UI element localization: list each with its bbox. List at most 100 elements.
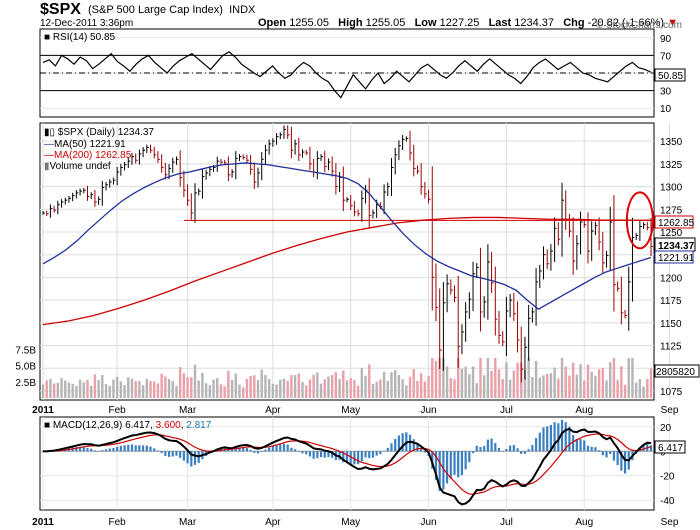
macd-histogram-bar [186, 451, 189, 464]
macd-histogram-bar [305, 451, 308, 455]
volume-bar [349, 378, 352, 398]
macd-histogram-bar [130, 444, 134, 452]
ma200-line [42, 216, 652, 326]
macd-histogram-bar [149, 446, 152, 452]
volume-bar [646, 378, 649, 398]
macd-histogram-bar [546, 426, 549, 452]
month-label: May [341, 405, 360, 416]
volume-bar [293, 375, 297, 398]
volume-bar [256, 380, 260, 398]
last-value: 1234.37 [514, 17, 555, 29]
volume-bar [112, 379, 115, 398]
macd-histogram-bar [338, 451, 341, 460]
high-label: High [338, 17, 363, 29]
candle-icon: ▮▯ [44, 127, 55, 138]
volume-bar [149, 380, 152, 398]
volume-bar [612, 358, 616, 398]
macd-histogram-bar [282, 443, 286, 452]
volume-bar [393, 370, 397, 398]
volume-bar [171, 381, 174, 398]
volume-bar [527, 358, 530, 398]
price-tick: 1200 [660, 273, 683, 284]
macd-value2: 3.600 [156, 420, 181, 431]
macd-histogram-bar [308, 451, 312, 457]
macd-histogram-bar [494, 442, 497, 452]
volume-bar [375, 381, 378, 398]
macd-histogram-bar [75, 446, 78, 452]
macd-histogram-bar [175, 451, 178, 456]
macd-histogram-bar [527, 449, 530, 452]
macd-histogram-bar [597, 450, 601, 452]
rsi-tick: 90 [660, 34, 672, 45]
volume-bar [316, 372, 319, 398]
macd-histogram-bar [457, 451, 460, 478]
volume-bar [453, 379, 456, 398]
volume-bar [549, 373, 553, 398]
volume-bar [282, 378, 286, 398]
volume-bar [523, 370, 527, 398]
volume-bar [253, 375, 256, 398]
rsi-tick: 30 [660, 87, 672, 98]
month-axis-bottom: 2011FebMarAprMayJunJulAugSepOctNovDec [32, 517, 679, 528]
volume-bar [479, 358, 482, 398]
volume-bar [397, 375, 401, 398]
credit: © StockCharts.com [595, 20, 682, 31]
rsi-tick: 10 [660, 104, 672, 115]
macd-histogram-bar [379, 451, 382, 455]
volume-bar [553, 367, 556, 398]
volume-bar [427, 375, 430, 398]
rsi-line [42, 51, 652, 99]
down-arrow-icon: ▼ [667, 17, 679, 29]
macd-histogram-bar [538, 432, 541, 452]
volume-bar [475, 383, 478, 398]
volume-bar [219, 384, 223, 398]
macd-histogram-bar [531, 445, 534, 452]
month-label: Jul [500, 517, 513, 528]
macd-histogram-bar [553, 422, 556, 452]
volume-bar [412, 369, 415, 398]
macd-histogram-bar [434, 451, 438, 480]
macd-histogram-bar [483, 446, 486, 452]
macd-histogram-bar [568, 426, 571, 452]
macd-histogram-bar [164, 451, 167, 457]
volume-bar [605, 380, 608, 398]
macd-histogram-bar [612, 451, 616, 461]
volume-bar [223, 386, 226, 398]
volume-bar [597, 369, 601, 398]
volume-bar [134, 381, 137, 398]
volume-bar [49, 378, 52, 398]
macd-histogram-bar [534, 438, 538, 452]
month-label: Sep [661, 517, 679, 528]
price-bars [42, 125, 653, 383]
macd-histogram-bar [560, 419, 564, 452]
macd-histogram-bar [119, 445, 122, 452]
volume-bar [286, 380, 289, 398]
ma50-swatch-icon: — [44, 139, 54, 150]
volume-bar [364, 375, 367, 398]
macd-histogram-bar [464, 451, 467, 470]
macd-histogram-bar [331, 451, 334, 458]
volume-bar [204, 383, 208, 398]
price-panel: 1350132513001275125012251200117511501125… [15, 122, 700, 401]
macd-histogram-bar [371, 451, 375, 458]
volume-bar [127, 377, 130, 398]
volume-bar [571, 362, 575, 398]
volume-bar [623, 384, 627, 398]
macd-tick: -20 [660, 472, 675, 483]
volume-bar [89, 385, 93, 398]
volume-bar [108, 385, 111, 398]
volume-tick: 2.5B [15, 378, 36, 389]
macd-histogram-bar [167, 451, 171, 457]
macd-histogram-bar [501, 451, 504, 452]
volume-bar [408, 376, 412, 398]
legend-ma50: —MA(50) 1221.91 [44, 139, 126, 150]
volume-bar [516, 362, 519, 398]
volume-bar [534, 360, 538, 398]
volume-bar [445, 366, 449, 398]
macd-histogram-bar [583, 440, 586, 452]
rsi-tick: 70 [660, 51, 672, 62]
volume-bar [449, 378, 453, 398]
volume-bar [579, 364, 582, 398]
volume-swatch-icon: ▮ [44, 161, 50, 172]
volume-bar [575, 374, 579, 398]
